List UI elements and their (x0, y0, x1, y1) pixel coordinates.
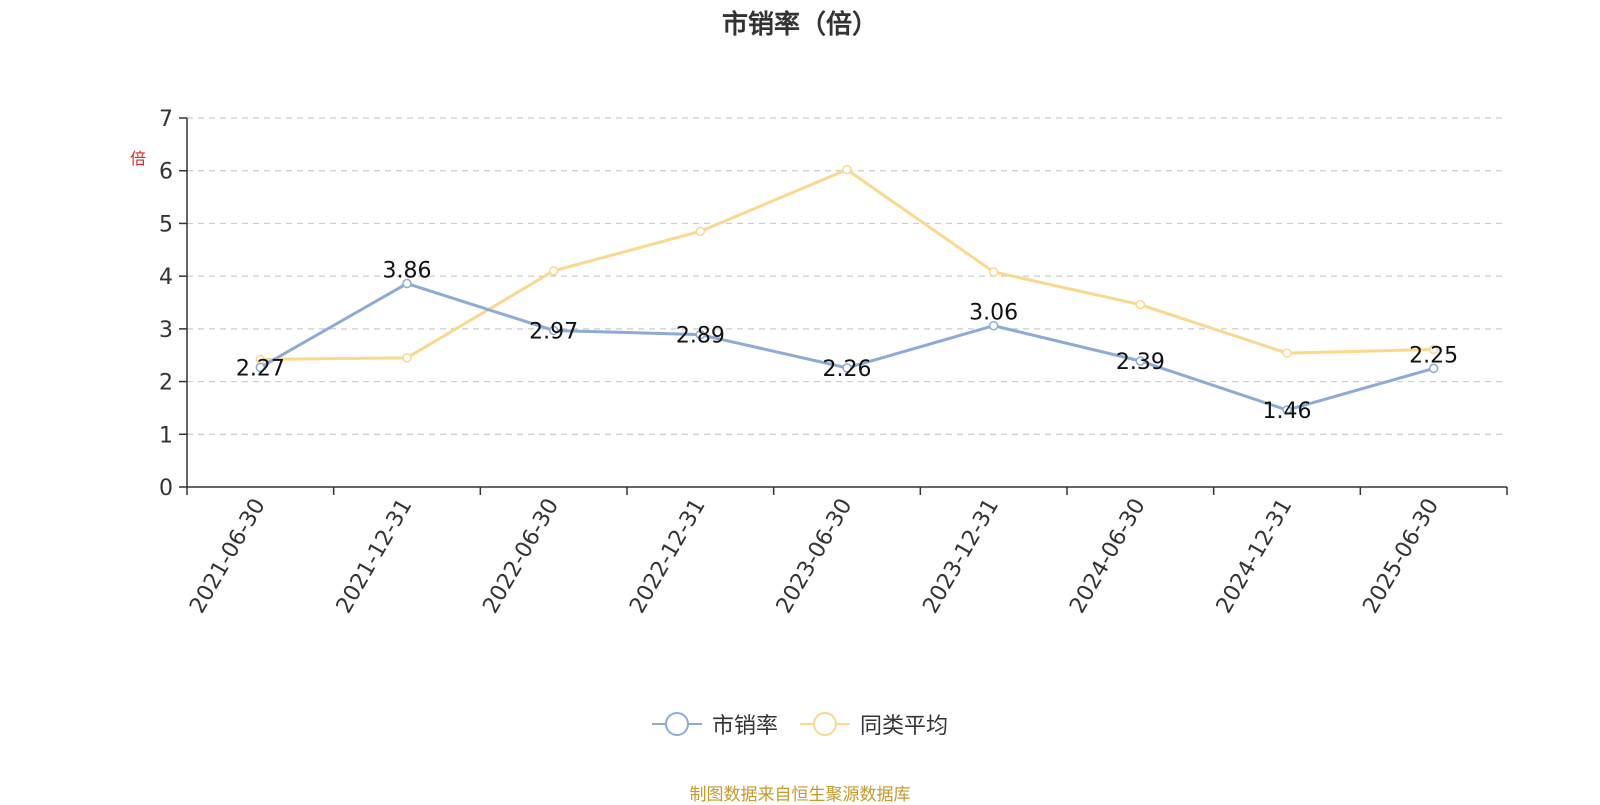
data-point-0 (842, 363, 852, 373)
y-axis-unit-label: 倍 (127, 150, 146, 166)
line-chart: 0 1 2 3 4 5 6 7 2021-06-30 2021-12-31 2022-06-30 20… (159, 107, 1508, 618)
data-label: 3.86 (383, 259, 432, 284)
data-point-0 (1282, 405, 1292, 415)
data-source-note: 制图数据来自恒生聚源数据库 (689, 785, 911, 805)
series-line-1 (260, 168, 1434, 361)
x-tick-label: 2024-12-31 (1212, 495, 1298, 618)
legend-label: 同类平均 (860, 714, 949, 739)
data-label: 2.26 (823, 357, 872, 382)
data-point-0 (988, 320, 999, 331)
y-tick-label: 4 (159, 265, 173, 290)
legend-marker-icon (800, 711, 850, 737)
data-point-0 (548, 325, 559, 336)
x-tick-label: 2025-06-30 (1358, 495, 1444, 618)
x-tick-label: 2022-06-30 (478, 495, 564, 618)
y-tick-label: 3 (159, 318, 173, 343)
y-tick-label: 7 (159, 107, 173, 132)
data-point-0 (1135, 356, 1146, 366)
y-tick-label: 0 (159, 476, 173, 501)
legend-item-series-0[interactable]: 市销率 (651, 708, 778, 740)
data-point-0 (1428, 363, 1439, 374)
data-point-1 (842, 164, 852, 175)
data-point-1 (695, 226, 706, 237)
data-point-0 (402, 278, 412, 289)
legend-label: 市销率 (711, 714, 778, 739)
data-label: 2.39 (1116, 350, 1165, 375)
x-tick-label: 2023-06-30 (772, 495, 858, 618)
legend-marker-icon (651, 711, 702, 737)
series-line-0 (259, 282, 1435, 412)
y-tick-label: 2 (159, 371, 173, 396)
legend: 市销率 同类平均 (0, 708, 1600, 740)
data-point-0 (255, 362, 266, 373)
data-point-1 (548, 266, 559, 276)
data-label: 2.27 (236, 356, 285, 381)
x-tick-label: 2023-12-31 (918, 495, 1004, 618)
data-point-1 (1428, 344, 1439, 355)
y-tick-label: 6 (159, 160, 173, 185)
y-tick-label: 5 (159, 212, 173, 237)
x-tick-label: 2021-06-30 (185, 495, 271, 618)
data-label: 2.89 (676, 324, 725, 349)
data-point-1 (1135, 299, 1146, 310)
data-label: 2.25 (1409, 343, 1458, 368)
legend-item-series-1[interactable]: 同类平均 (800, 708, 948, 740)
data-point-1 (1282, 348, 1292, 358)
data-label: 3.06 (969, 301, 1018, 326)
data-label: 2.97 (529, 319, 578, 344)
y-tick-label: 1 (159, 423, 173, 448)
data-point-1 (988, 267, 999, 277)
x-tick-label: 2022-12-31 (625, 495, 711, 618)
x-tick-label: 2021-12-31 (332, 495, 418, 618)
data-point-1 (402, 353, 412, 363)
data-point-0 (695, 329, 706, 340)
chart-title: 市销率（倍） (721, 10, 878, 40)
data-label: 1.46 (1263, 399, 1312, 424)
x-tick-label: 2024-06-30 (1065, 495, 1151, 618)
